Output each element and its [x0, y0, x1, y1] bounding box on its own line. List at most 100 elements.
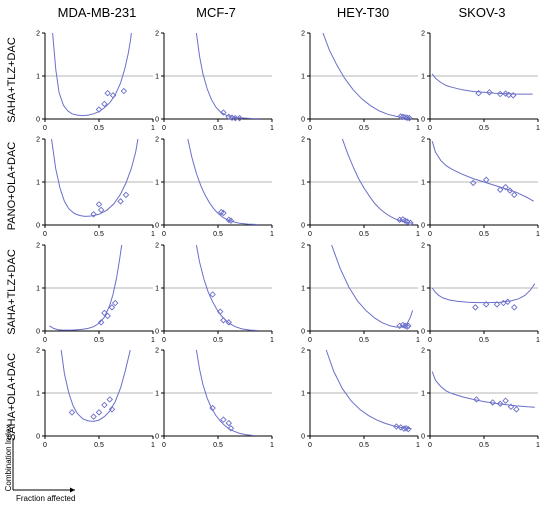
column-title-hey-t30: HEY-T30 [337, 5, 389, 20]
panel-r4-c3-data-point [393, 423, 400, 430]
panel-r3-c1-data-point [108, 304, 116, 311]
panel-r1-c1-data-point [109, 92, 117, 99]
panel-r1-c1-data-point [104, 89, 111, 97]
panel-r3-c1-data-point [97, 319, 105, 326]
panel-r4-c3-x-tick-label: 0 [308, 442, 312, 449]
panel-r1-c2-data-point [236, 114, 243, 122]
panel-r4-c2-data-point [220, 416, 227, 423]
panel-r4-c1-fit-curve [60, 350, 131, 422]
panel-r4-c4-data-point [473, 396, 480, 403]
panel-r1-c2-data-point [220, 109, 227, 116]
panel-r3-c1-data-point [101, 309, 108, 317]
panel-r3-c1-x-tick-label: 0.5 [94, 337, 104, 344]
panel-r4-c2-y-tick-label: 0 [155, 434, 159, 441]
panel-r3-c3: 0 1 2 0 0.5 1 [301, 243, 420, 345]
panel-r1-c4-y-tick-label: 0 [421, 117, 425, 124]
panel-r4-c3-x-tick-label: 1 [416, 442, 420, 449]
panel-r2-c4-x-tick-label: 0.5 [479, 231, 489, 238]
panel-r1-c3-data-point [403, 114, 411, 121]
panel-r4-c4-x-tick-label: 1 [536, 442, 540, 449]
panel-r1-c4-x-tick-label: 0 [428, 125, 432, 132]
panel-r4-c4-x-tick-label: 0 [428, 442, 432, 449]
panel-r4-c3-data-point [405, 425, 412, 433]
panel-r3-c2-fit-curve [195, 245, 260, 331]
panel-r4-c1-data-point [90, 413, 97, 420]
column-title-mcf-7: MCF-7 [196, 5, 236, 20]
panel-r2-c1-x-tick-label: 0.5 [94, 231, 104, 238]
panel-r1-c4-data-point [505, 91, 513, 99]
panel-r4-c1-y-tick-label: 1 [36, 391, 40, 398]
panel-r2-c3-y-tick-label: 2 [301, 137, 305, 144]
panel-r3-c2-data-point [220, 317, 227, 324]
panel-r2-c3-data-point [396, 216, 403, 224]
row-label-4: SAHA+OLA+DAC [6, 353, 18, 441]
panel-r4-c4-y-tick-label: 2 [421, 348, 425, 355]
panel-r3-c4-data-point [472, 304, 479, 311]
panel-r1-c3-x-tick-label: 0.5 [359, 125, 369, 132]
panel-r1-c2-y-tick-label: 0 [155, 117, 159, 124]
panel-r2-c2-x-tick-label: 0.5 [213, 231, 223, 238]
panel-r1-c3-x-tick-label: 1 [416, 125, 420, 132]
panel-r3-c3-data-point [405, 322, 412, 330]
panel-r3-c2-data-point [209, 291, 216, 298]
panel-r1-c2: 0 1 2 0 0.5 1 [155, 31, 274, 133]
panel-r3-c4-y-tick-label: 0 [421, 329, 425, 336]
panel-r4-c2-x-tick-label: 1 [270, 442, 274, 449]
panel-r2-c4-x-tick-label: 0 [428, 231, 432, 238]
panel-r4-c3-x-tick-label: 0.5 [359, 442, 369, 449]
panel-r2-c3-x-tick-label: 0 [308, 231, 312, 238]
panel-r3-c1-x-tick-label: 1 [151, 337, 155, 344]
panel-r4-c3-y-tick-label: 0 [301, 434, 305, 441]
panel-r4-c1-data-point [95, 409, 103, 416]
panel-r3-c3-fit-curve [331, 245, 414, 328]
panel-r3-c4-x-tick-label: 0 [428, 337, 432, 344]
panel-r1-c4-y-tick-label: 2 [421, 31, 425, 38]
panel-r3-c3-x-tick-label: 1 [416, 337, 420, 344]
panel-r2-c4-data-point [469, 179, 477, 187]
panel-r3-c1-y-tick-label: 2 [36, 243, 40, 250]
panel-r1-c1-data-point [101, 100, 108, 108]
panel-r4-c1-data-point [68, 409, 76, 416]
panel-r2-c1-data-point [95, 201, 103, 208]
panel-r2-c2-fit-curve [187, 139, 260, 225]
panel-r1-c4-x-tick-label: 0.5 [479, 125, 489, 132]
panel-r1-c1-data-point [95, 106, 103, 113]
panel-r3-c4: 0 1 2 0 0.5 1 [421, 243, 540, 345]
panel-r2-c4-y-tick-label: 1 [421, 180, 425, 187]
panel-r1-c1-data-point [120, 87, 128, 95]
panel-r2-c2-x-tick-label: 1 [270, 231, 274, 238]
panel-r4-c4-data-point [496, 400, 504, 407]
panel-r3-c4-x-tick-label: 1 [536, 337, 540, 344]
panel-r2-c1-x-tick-label: 1 [151, 231, 155, 238]
panel-r1-c4-x-tick-label: 1 [536, 125, 540, 132]
panel-r3-c2-data-point [216, 308, 224, 315]
panel-r3-c1-fit-curve [49, 245, 123, 331]
panel-r2-c3-fit-curve [341, 139, 413, 224]
panel-r1-c1-x-tick-label: 0.5 [94, 125, 104, 132]
panel-r4-c2-fit-curve [195, 350, 255, 436]
panel-r3-c3-x-tick-label: 0 [308, 337, 312, 344]
panel-r2-c3-y-tick-label: 0 [301, 223, 305, 230]
panel-r1-c4-y-tick-label: 1 [421, 74, 425, 81]
panel-r4-c2-data-point [227, 425, 235, 432]
panel-r4-c4-y-tick-label: 1 [421, 391, 425, 398]
panel-r2-c2-data-point [220, 209, 227, 217]
axis-legend-xlabel: Fraction affected [16, 494, 75, 503]
panel-r1-c3-y-tick-label: 2 [301, 31, 305, 38]
panel-r4-c1-x-tick-label: 0.5 [94, 442, 104, 449]
panel-r2-c3-data-point [407, 219, 414, 227]
panel-r4-c1-data-point [101, 401, 108, 409]
panel-r3-c4-y-tick-label: 1 [421, 286, 425, 293]
panel-r4-c2-x-tick-label: 0.5 [213, 442, 223, 449]
panel-r3-c1-y-tick-label: 0 [36, 329, 40, 336]
panel-r2-c1-y-tick-label: 1 [36, 180, 40, 187]
panel-r4-c1-data-point [108, 406, 116, 413]
column-title-skov-3: SKOV-3 [459, 5, 506, 20]
panel-r4-c3-y-tick-label: 2 [301, 348, 305, 355]
panel-r3-c2-x-tick-label: 0.5 [213, 337, 223, 344]
panel-r2-c4-y-tick-label: 2 [421, 137, 425, 144]
panel-r2-c3-x-tick-label: 0.5 [359, 231, 369, 238]
panel-r4-c4-data-point [507, 403, 515, 410]
panel-r2-c4-fit-curve [431, 141, 534, 202]
